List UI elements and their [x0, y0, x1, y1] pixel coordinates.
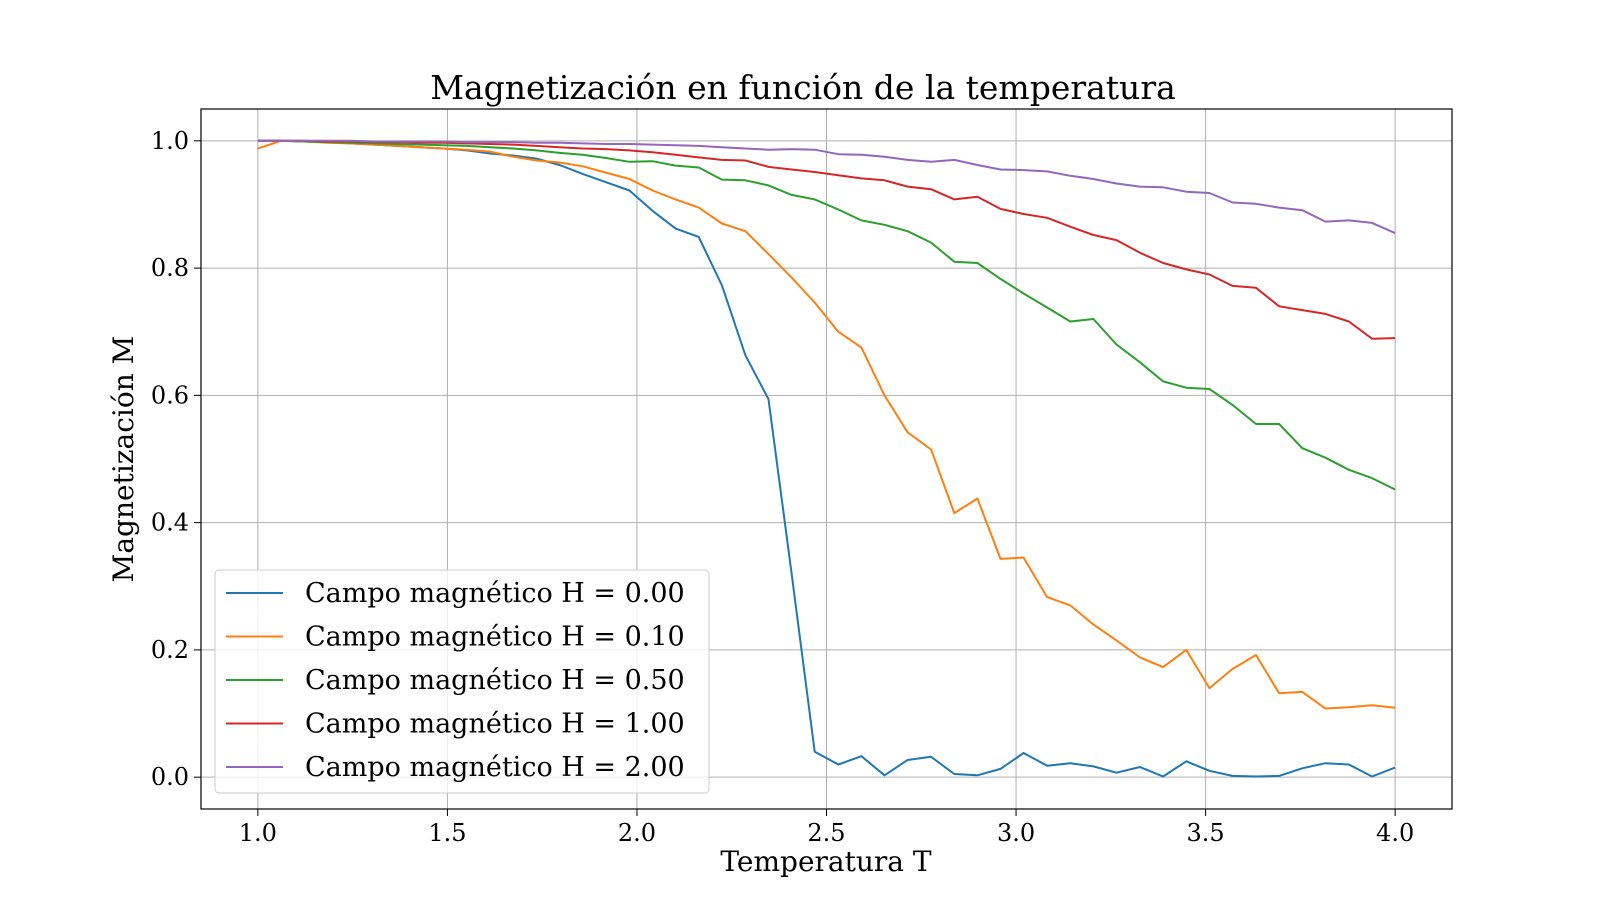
y-tick-label: 0.8	[151, 254, 189, 282]
x-axis-label: Temperatura T	[720, 845, 931, 878]
x-axis-ticks: 1.0 1.5 2.0 2.5 3.0 3.5 4.0	[239, 809, 1414, 847]
y-tick-label: 0.2	[151, 636, 189, 664]
y-tick-label: 0.4	[151, 509, 189, 537]
y-axis-label: Magnetización M	[107, 336, 140, 583]
legend-label: Campo magnético H = 0.10	[305, 622, 685, 653]
chart-title: Magnetización en función de la temperatu…	[430, 68, 1176, 107]
y-tick-label: 0.0	[151, 763, 189, 791]
x-tick-label: 1.0	[239, 819, 277, 847]
x-tick-label: 2.0	[618, 819, 656, 847]
y-axis-ticks: 0.0 0.2 0.4 0.6 0.8 1.0	[151, 127, 201, 791]
x-tick-label: 2.5	[807, 819, 845, 847]
y-tick-label: 0.6	[151, 381, 189, 409]
legend: Campo magnético H = 0.00 Campo magnético …	[214, 569, 710, 794]
x-tick-label: 3.5	[1187, 819, 1225, 847]
x-tick-label: 3.0	[997, 819, 1035, 847]
series-line-200	[257, 139, 1396, 235]
x-tick-label: 1.5	[428, 819, 466, 847]
legend-label: Campo magnético H = 1.00	[305, 709, 685, 740]
series-lines	[257, 139, 1396, 778]
x-tick-label: 4.0	[1376, 819, 1414, 847]
legend-label: Campo magnético H = 2.00	[305, 752, 685, 783]
series-line-050	[257, 139, 1396, 491]
legend-label: Campo magnético H = 0.00	[305, 578, 685, 609]
grid-lines	[201, 109, 1452, 809]
series-line-010	[257, 139, 1396, 710]
y-tick-label: 1.0	[151, 127, 189, 155]
legend-box	[214, 569, 710, 794]
series-line-100	[257, 139, 1396, 340]
legend-label: Campo magnético H = 0.50	[305, 665, 685, 696]
